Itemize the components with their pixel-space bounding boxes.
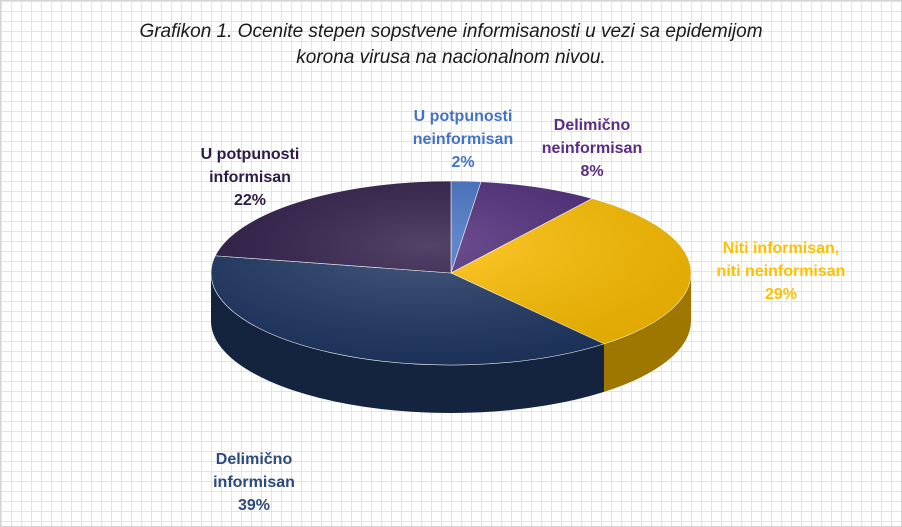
pie-tops [210, 180, 692, 366]
chart-title: Grafikon 1. Ocenite stepen sopstvene inf… [1, 19, 901, 71]
slice-label-delimicno-informisan: Delimično informisan 39% [213, 448, 295, 517]
pie-shine [211, 181, 691, 365]
slice-label-u-potpunosti-informisan: U potpunosti informisan 22% [201, 143, 300, 212]
slice-label-text: informisan [213, 474, 295, 491]
slice-label-text: informisan [209, 169, 291, 186]
slice-percent: 39% [237, 497, 271, 514]
slice-label-text: Delimično [553, 117, 631, 134]
pie-sides [211, 273, 691, 413]
slice-label-text: neinformisan [541, 140, 643, 157]
chart-title-line-2: korona virusa na nacionalnom nivou. [296, 47, 606, 68]
pie-side-29% [603, 273, 691, 392]
slice-label-delimicno-neinformisan: Delimično neinformisan 8% [542, 114, 642, 183]
slice-percent: 8% [580, 163, 604, 180]
slice-label-text: U potpunosti [413, 108, 513, 125]
slice-label-text: neinformisan [412, 131, 514, 148]
slice-percent: 29% [764, 286, 798, 303]
chart-title-line-1: Grafikon 1. Ocenite stepen sopstvene inf… [139, 21, 763, 42]
slice-percent: 2% [451, 154, 475, 171]
slice-label-niti-informisan: Niti informisan, niti neinformisan 29% [717, 237, 846, 306]
slice-label-u-potpunosti-neinformisan: U potpunosti neinformisan 2% [413, 105, 513, 174]
slice-label-text: Niti informisan, [722, 240, 840, 257]
slice-label-text: Delimično [215, 451, 293, 468]
slice-label-text: niti neinformisan [716, 263, 846, 280]
pie-side-39% [211, 273, 604, 413]
slice-percent: 22% [233, 192, 267, 209]
slice-label-text: U potpunosti [200, 146, 300, 163]
